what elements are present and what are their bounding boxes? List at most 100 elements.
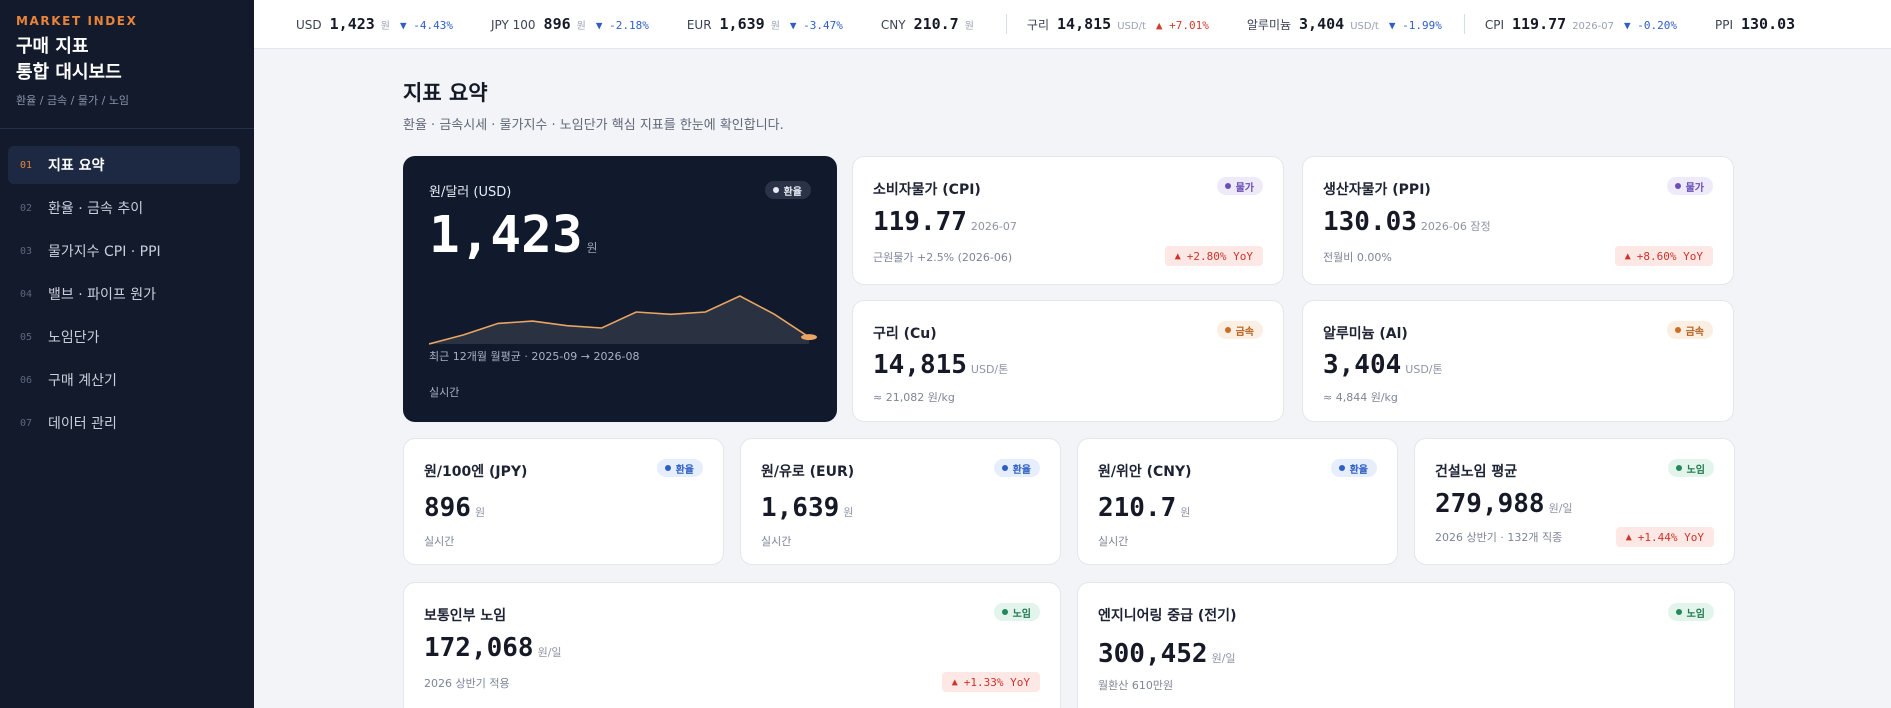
nav-number: 01 bbox=[20, 159, 33, 171]
page-title: 지표 요약 bbox=[403, 81, 488, 105]
ticker-value: 896 bbox=[543, 15, 571, 33]
labor-average-card[interactable]: 건설노임 평균 노임 279,988 원/일 2026 상반기 · 132개 직종… bbox=[1414, 438, 1735, 565]
ticker-change: ▼ -2.18% bbox=[595, 19, 649, 32]
ticker-code: PPI bbox=[1714, 18, 1733, 32]
ticker-item-eur: EUR 1,639 원 ▼ -3.47% bbox=[687, 15, 843, 33]
engineering-labor-card[interactable]: 엔지니어링 중급 (전기) 노임 300,452 원/일 월환산 610만원 bbox=[1077, 582, 1735, 708]
ticker-unit: 원 bbox=[380, 21, 390, 32]
sidebar-item-valve-pipe-cost[interactable]: 04 밸브 · 파이프 원가 bbox=[8, 275, 240, 313]
ticker-item-copper: 구리 14,815 USD/t ▲ +7.01% bbox=[1027, 15, 1209, 33]
sidebar-item-fx-metal-trend[interactable]: 02 환율 · 금속 추이 bbox=[8, 189, 240, 227]
sidebar-item-data-management[interactable]: 07 데이터 관리 bbox=[8, 404, 240, 442]
page-subtitle: 환율 · 금속시세 · 물가지수 · 노임단가 핵심 지표를 한눈에 확인합니다… bbox=[403, 118, 784, 133]
badge-dot-icon bbox=[664, 465, 671, 471]
ticker-value: 3,404 bbox=[1299, 15, 1345, 33]
card-value: 300,452 원/일 bbox=[1098, 639, 1236, 669]
category-badge: 물가 bbox=[1666, 177, 1713, 195]
nav-number: 04 bbox=[20, 288, 33, 300]
sidebar-item-label: 환율 · 금속 추이 bbox=[48, 201, 144, 217]
value-unit: 원/일 bbox=[1548, 502, 1573, 515]
badge-dot-icon bbox=[1001, 465, 1008, 471]
sidebar-item-labor-rate[interactable]: 05 노임단가 bbox=[8, 318, 240, 356]
value-unit: 원 bbox=[843, 506, 854, 519]
ticker-change: ▼ -1.99% bbox=[1388, 19, 1442, 32]
card-value: 14,815 USD/톤 bbox=[873, 350, 1008, 380]
ticker-unit: 2026-07 bbox=[1572, 21, 1614, 32]
yoy-change-pill: ▲ +8.60% YoY bbox=[1614, 246, 1713, 266]
eur-card[interactable]: 원/유로 (EUR) 환율 1,639 원 실시간 bbox=[740, 438, 1061, 565]
badge-dot-icon bbox=[1338, 465, 1345, 471]
value-number: 210.7 bbox=[1098, 493, 1177, 523]
value-unit: 원/일 bbox=[537, 646, 562, 659]
card-value: 896 원 bbox=[424, 493, 485, 523]
nav-number: 03 bbox=[20, 245, 33, 257]
usd-hero-card[interactable]: 원/달러 (USD) 환율 1,423 원 최근 12개월 월평균 · 2025-… bbox=[403, 156, 837, 422]
cny-card[interactable]: 원/위안 (CNY) 환율 210.7 원 실시간 bbox=[1077, 438, 1398, 565]
category-badge: 환율 bbox=[1330, 459, 1377, 477]
ticker-item-jpy: JPY 100 896 원 ▼ -2.18% bbox=[491, 15, 649, 33]
ticker-value: 210.7 bbox=[913, 15, 959, 33]
sidebar-item-summary[interactable]: 01 지표 요약 bbox=[8, 146, 240, 184]
brand-title-line1: 구매 지표 bbox=[16, 36, 89, 57]
sidebar-item-price-index[interactable]: 03 물가지수 CPI · PPI bbox=[8, 232, 240, 270]
card-title: 원/100엔 (JPY) bbox=[424, 464, 528, 480]
value-unit: 2026-07 bbox=[970, 220, 1017, 233]
jpy-card[interactable]: 원/100엔 (JPY) 환율 896 원 실시간 bbox=[403, 438, 724, 565]
badge-label: 물가 bbox=[1235, 182, 1254, 194]
value-unit: USD/톤 bbox=[1405, 363, 1443, 376]
card-title: 엔지니어링 중급 (전기) bbox=[1098, 608, 1237, 624]
change-value: +8.60% YoY bbox=[1636, 249, 1703, 263]
ticker-code: JPY 100 bbox=[490, 18, 536, 32]
value-number: 3,404 bbox=[1323, 350, 1402, 380]
ticker-bar: USD 1,423 원 ▼ -4.43% JPY 100 896 원 ▼ -2.… bbox=[254, 0, 1891, 49]
copper-card[interactable]: 구리 (Cu) 금속 14,815 USD/톤 ≈ 21,082 원/kg bbox=[852, 300, 1284, 422]
value-unit: USD/톤 bbox=[970, 363, 1009, 376]
ticker-item-usd: USD 1,423 원 ▼ -4.43% bbox=[296, 15, 453, 33]
value-number: 119.77 bbox=[873, 207, 967, 237]
ticker-unit: 원 bbox=[964, 21, 974, 32]
card-note: ≈ 21,082 원/kg bbox=[873, 391, 955, 404]
hero-live-label: 실시간 bbox=[429, 386, 460, 399]
badge-dot-icon bbox=[1001, 609, 1008, 615]
badge-label: 노임 bbox=[1686, 464, 1705, 476]
ticker-separator bbox=[1463, 14, 1465, 34]
badge-dot-icon bbox=[1674, 327, 1681, 333]
sidebar-item-calculator[interactable]: 06 구매 계산기 bbox=[8, 361, 240, 399]
category-badge: 노임 bbox=[1667, 459, 1714, 477]
ticker-change: ▼ -4.43% bbox=[400, 19, 453, 32]
sidebar-item-label: 노임단가 bbox=[48, 330, 100, 346]
card-title: 원/달러 (USD) bbox=[429, 185, 512, 200]
category-badge: 환율 bbox=[764, 181, 811, 199]
card-value: 279,988 원/일 bbox=[1435, 489, 1573, 519]
card-note: 실시간 bbox=[1098, 535, 1129, 548]
ppi-card[interactable]: 생산자물가 (PPI) 물가 130.03 2026-06 잠정 전월비 0.00… bbox=[1302, 156, 1734, 285]
card-note: ≈ 4,844 원/kg bbox=[1323, 391, 1398, 404]
badge-label: 환율 bbox=[675, 464, 694, 476]
category-badge: 노임 bbox=[993, 603, 1040, 621]
ticker-change: ▼ -3.47% bbox=[789, 19, 843, 32]
ticker-value: 1,639 bbox=[719, 15, 765, 33]
brand-title: 구매 지표 통합 대시보드 bbox=[16, 34, 238, 86]
aluminum-card[interactable]: 알루미늄 (Al) 금속 3,404 USD/톤 ≈ 4,844 원/kg bbox=[1302, 300, 1734, 422]
card-note: 전월비 0.00% bbox=[1323, 251, 1392, 264]
ticker-value: 130.03 bbox=[1740, 15, 1796, 33]
ticker-item-aluminum: 알루미늄 3,404 USD/t ▼ -1.99% bbox=[1247, 15, 1442, 33]
common-labor-card[interactable]: 보통인부 노임 노임 172,068 원/일 2026 상반기 적용 ▲ +1.33… bbox=[403, 582, 1061, 708]
ticker-item-cny: CNY 210.7 원 bbox=[881, 15, 984, 33]
card-title: 알루미늄 (Al) bbox=[1323, 326, 1408, 342]
category-badge: 금속 bbox=[1216, 321, 1263, 339]
ticker-unit: 원 bbox=[770, 21, 780, 32]
badge-dot-icon bbox=[1674, 183, 1681, 189]
sidebar: MARKET INDEX 구매 지표 통합 대시보드 환율 / 금속 / 물가 … bbox=[0, 0, 254, 708]
value-number: 1,423 bbox=[429, 206, 583, 265]
card-value: 130.03 2026-06 잠정 bbox=[1323, 207, 1491, 237]
value-unit: 원 bbox=[1180, 506, 1191, 519]
badge-label: 환율 bbox=[1012, 464, 1031, 476]
card-title: 생산자물가 (PPI) bbox=[1323, 182, 1431, 198]
cpi-card[interactable]: 소비자물가 (CPI) 물가 119.77 2026-07 근원물가 +2.5% … bbox=[852, 156, 1284, 285]
value-unit: 원 bbox=[474, 506, 486, 519]
brand-title-line2: 통합 대시보드 bbox=[16, 62, 122, 83]
card-title: 원/위안 (CNY) bbox=[1098, 464, 1192, 480]
ticker-code: CNY bbox=[880, 18, 906, 32]
sparkline-line bbox=[429, 295, 810, 345]
